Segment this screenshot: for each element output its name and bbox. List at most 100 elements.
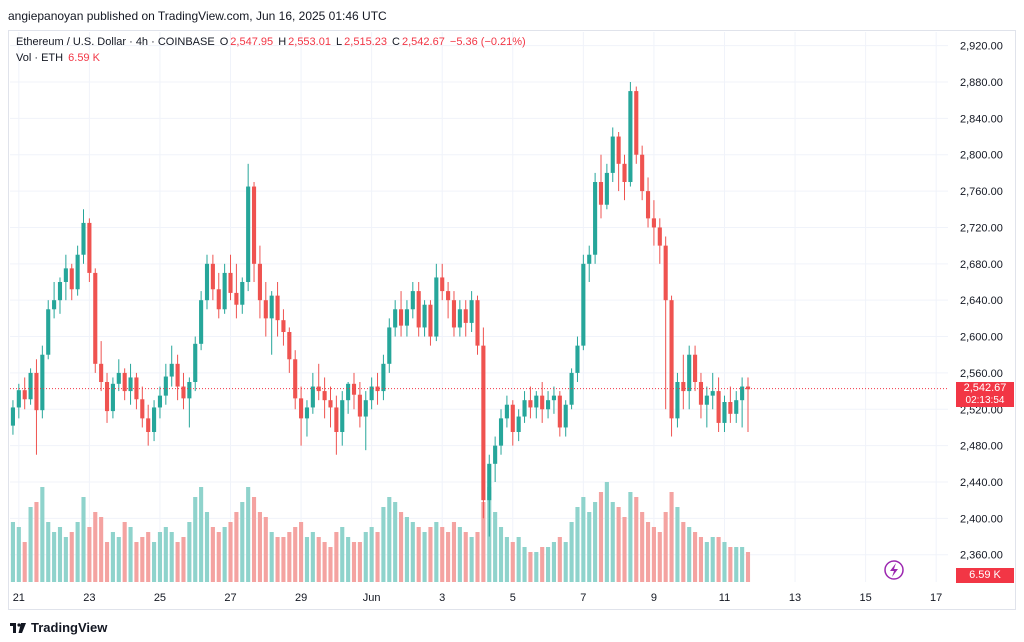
candle bbox=[645, 177, 651, 228]
price-candles bbox=[10, 82, 751, 537]
candle-body bbox=[216, 289, 221, 310]
candle-body bbox=[416, 291, 421, 328]
legend-close-value: 2,542.67 bbox=[402, 36, 445, 48]
candle-body bbox=[663, 245, 668, 301]
candle bbox=[516, 409, 521, 442]
candle bbox=[551, 386, 557, 414]
candle-body bbox=[534, 395, 539, 408]
candle bbox=[269, 291, 274, 355]
candle bbox=[457, 300, 462, 337]
candle bbox=[681, 354, 686, 410]
price-tick-label: 2,840.00 bbox=[960, 113, 1003, 125]
candle bbox=[46, 300, 51, 360]
volume-bar bbox=[16, 527, 21, 582]
candle-body bbox=[16, 390, 21, 408]
volume-bar bbox=[104, 542, 110, 582]
candle-body bbox=[316, 386, 321, 392]
candle-body bbox=[263, 300, 268, 319]
candle-body bbox=[634, 91, 639, 155]
candle-body bbox=[163, 376, 168, 396]
price-tick-label: 2,760.00 bbox=[960, 186, 1003, 198]
volume-bar bbox=[446, 532, 451, 582]
candle bbox=[710, 372, 715, 410]
candle bbox=[128, 363, 133, 405]
volume-bar bbox=[622, 517, 627, 582]
candle-body bbox=[640, 154, 645, 192]
candle bbox=[322, 377, 327, 419]
candle-body bbox=[81, 222, 86, 255]
volume-bar bbox=[128, 527, 133, 582]
candle-body bbox=[293, 359, 298, 399]
volume-bar bbox=[175, 542, 180, 582]
price-tick-label: 2,920.00 bbox=[960, 41, 1003, 53]
volume-bar bbox=[475, 532, 480, 582]
volume-bar bbox=[293, 527, 298, 582]
volume-bar bbox=[351, 542, 357, 582]
volume-bar bbox=[393, 502, 398, 582]
candle bbox=[104, 372, 110, 423]
volume-bar bbox=[569, 522, 574, 582]
candle bbox=[593, 172, 598, 264]
volume-bar bbox=[675, 507, 680, 582]
legend-volume-row: Vol · ETH 6.59 K bbox=[16, 50, 528, 66]
legend-volume-label[interactable]: Vol · ETH bbox=[16, 52, 64, 64]
volume-bar bbox=[651, 527, 656, 582]
candle-body bbox=[451, 300, 457, 328]
volume-bar bbox=[357, 542, 362, 582]
candle bbox=[434, 263, 439, 342]
volume-bar bbox=[334, 532, 339, 582]
grid-lines bbox=[10, 32, 948, 582]
candle-body bbox=[628, 91, 633, 182]
candle bbox=[81, 209, 86, 264]
volume-badge: 6.59 K bbox=[956, 568, 1014, 583]
volume-bar bbox=[310, 532, 315, 582]
candle bbox=[610, 127, 615, 182]
volume-bar bbox=[363, 532, 368, 582]
candle bbox=[181, 372, 186, 410]
candle bbox=[152, 400, 157, 442]
volume-bar bbox=[381, 507, 386, 582]
candle bbox=[210, 254, 215, 301]
candle bbox=[557, 391, 562, 437]
candle bbox=[175, 354, 180, 401]
candle bbox=[651, 200, 656, 246]
candle bbox=[22, 377, 27, 410]
bar-countdown: 02:13:54 bbox=[965, 394, 1005, 406]
volume-bar bbox=[463, 532, 468, 582]
candle bbox=[16, 383, 21, 419]
footer-brand[interactable]: TradingView bbox=[10, 620, 107, 635]
volume-bar bbox=[234, 512, 239, 582]
time-tick-label: 5 bbox=[510, 592, 516, 604]
volume-bar bbox=[628, 492, 633, 582]
legend-symbol[interactable]: Ethereum / U.S. Dollar · 4h · COINBASE bbox=[16, 36, 215, 48]
candle bbox=[63, 254, 68, 301]
candle-body bbox=[140, 399, 145, 419]
candle bbox=[451, 291, 457, 337]
candle-body bbox=[187, 382, 192, 399]
candle bbox=[487, 454, 492, 537]
candle-body bbox=[645, 191, 651, 219]
volume-bar bbox=[340, 527, 345, 582]
candle bbox=[87, 218, 92, 282]
candle bbox=[587, 245, 592, 282]
candle-body bbox=[116, 372, 121, 384]
candle-body bbox=[357, 394, 362, 417]
time-tick-label: 3 bbox=[439, 592, 445, 604]
candle bbox=[375, 372, 380, 405]
time-tick-label: 11 bbox=[719, 592, 730, 604]
candle-body bbox=[587, 254, 592, 264]
candle-body bbox=[734, 400, 739, 414]
candle bbox=[698, 372, 704, 419]
candle bbox=[169, 345, 174, 387]
flash-icon[interactable] bbox=[884, 560, 904, 580]
volume-bar bbox=[422, 532, 427, 582]
candle-body bbox=[228, 272, 233, 293]
candle-body bbox=[99, 363, 104, 382]
candle bbox=[93, 268, 98, 373]
time-tick-label: 17 bbox=[930, 592, 942, 604]
candle bbox=[99, 341, 104, 392]
time-tick-label: 29 bbox=[295, 592, 307, 604]
volume-bar bbox=[663, 512, 668, 582]
candle bbox=[222, 263, 227, 314]
